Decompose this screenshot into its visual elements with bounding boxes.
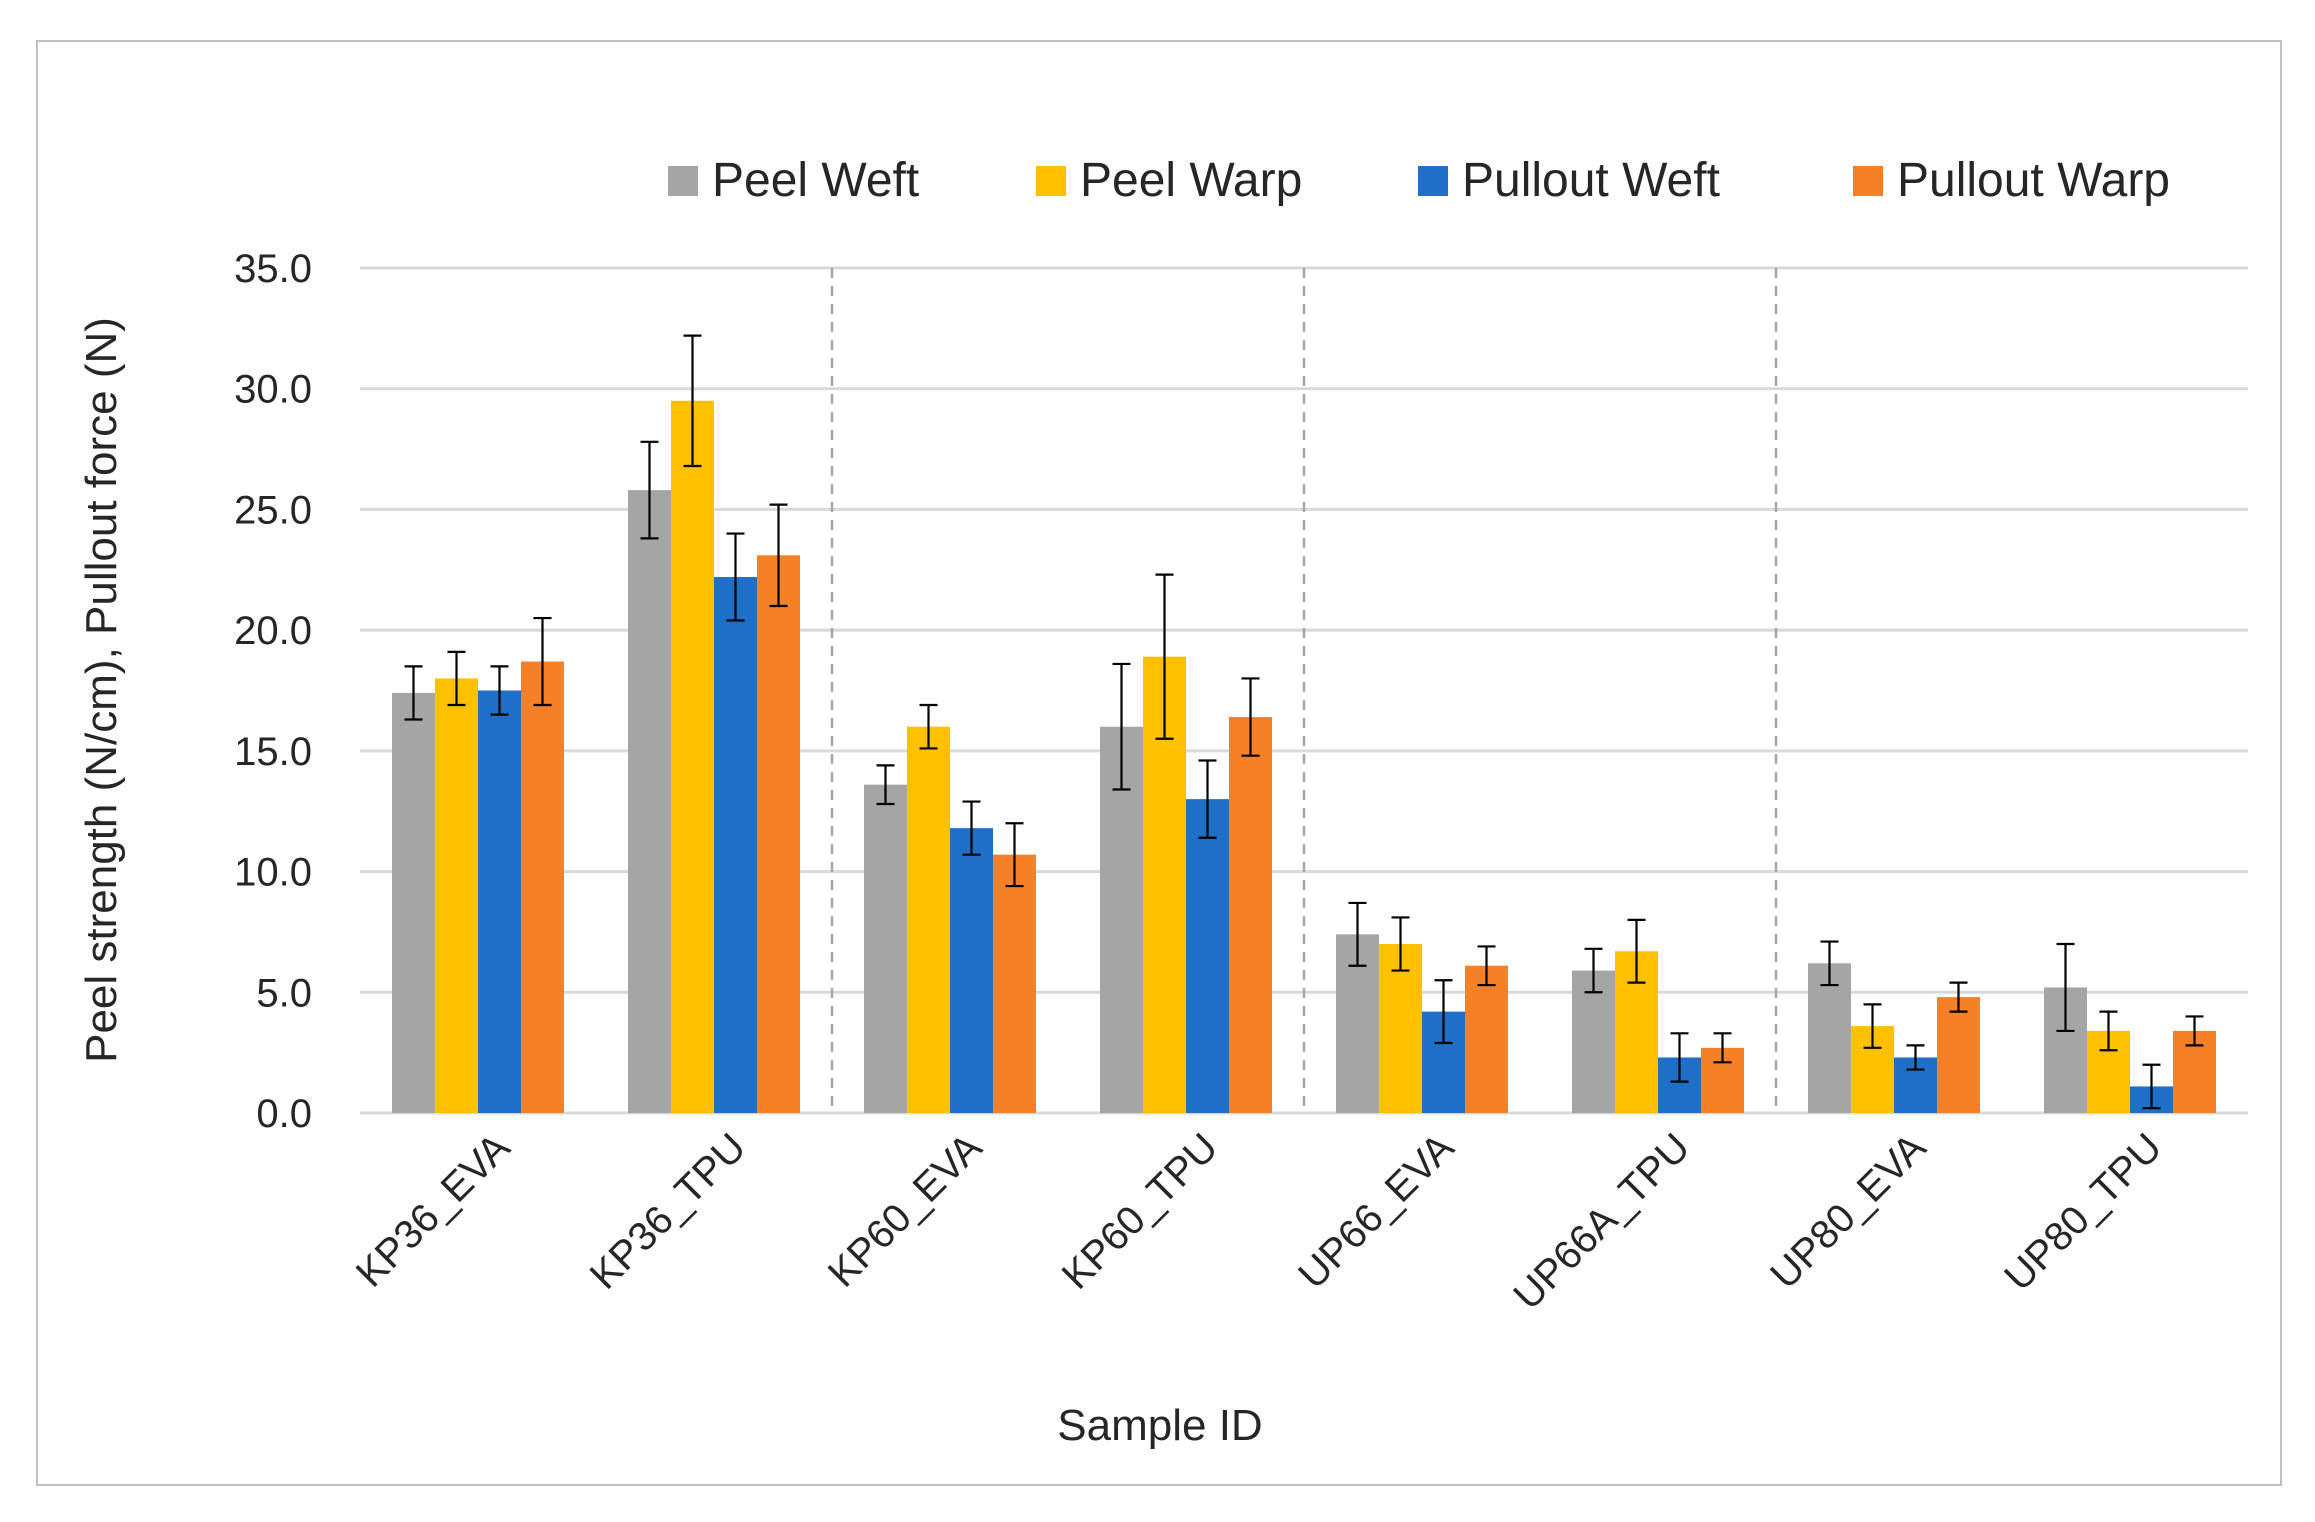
error-bar	[683, 334, 702, 468]
bar-pullout-weft	[1186, 799, 1229, 1113]
bar-peel-weft	[628, 490, 671, 1114]
legend-label: Peel Weft	[712, 154, 919, 207]
x-tick-label: UP66_EVA	[1290, 1125, 1462, 1297]
error-bar	[1434, 979, 1453, 1045]
legend: Peel Weft Peel Warp Pullout Weft Pullout Wa…	[668, 154, 2170, 207]
legend-swatch	[1036, 166, 1066, 196]
x-tick-label: KP36_TPU	[582, 1125, 755, 1298]
bar-pullout-warp	[1465, 965, 1508, 1113]
error-bar	[1241, 677, 1260, 757]
y-tick-label: 25.0	[234, 488, 312, 532]
error-bar	[1863, 1003, 1882, 1049]
y-axis-title: Peel strength (N/cm), Pullout force (N)	[77, 317, 126, 1063]
legend-item: Peel Weft	[668, 154, 919, 207]
bar-pullout-weft	[714, 577, 757, 1113]
error-bar	[1949, 981, 1968, 1013]
legend-item: Pullout Warp	[1853, 154, 2170, 207]
error-bar	[1820, 940, 1839, 987]
error-bar	[919, 703, 938, 750]
y-tick-label: 5.0	[256, 971, 312, 1015]
x-axis-title: Sample ID	[1057, 1401, 1262, 1450]
bar-pullout-weft	[950, 828, 993, 1113]
y-tick-label: 15.0	[234, 730, 312, 774]
bar-peel-warp	[671, 400, 714, 1113]
error-bar	[1627, 918, 1646, 984]
error-bar	[1198, 759, 1217, 839]
legend-item: Peel Warp	[1036, 154, 1302, 207]
legend-swatch	[1853, 166, 1883, 196]
bar-peel-weft	[864, 784, 907, 1113]
error-bar	[2142, 1063, 2161, 1110]
x-tick-label: UP80_EVA	[1762, 1125, 1934, 1297]
legend-label: Pullout Warp	[1897, 154, 2170, 207]
error-bar	[726, 532, 745, 622]
legend-swatch	[1418, 166, 1448, 196]
error-bar	[1477, 945, 1496, 987]
error-bar	[1348, 901, 1367, 967]
error-bar	[1391, 916, 1410, 972]
y-tick-label: 30.0	[234, 368, 312, 412]
error-bar	[1906, 1044, 1925, 1071]
y-tick-label: 0.0	[256, 1092, 312, 1136]
y-tick-labels: 0.0 5.0 10.0 15.0 20.0 25.0 30.0 35.0	[234, 247, 312, 1136]
error-bar	[962, 800, 981, 856]
error-bars	[404, 334, 2204, 1110]
x-tick-label: UP66A_TPU	[1505, 1125, 1698, 1318]
error-bar	[1005, 822, 1024, 888]
y-tick-label: 10.0	[234, 851, 312, 895]
bar-pullout-weft	[478, 690, 521, 1113]
group-separators	[830, 268, 1778, 1113]
error-bar	[2185, 1015, 2204, 1047]
error-bar	[1112, 662, 1131, 791]
bar-peel-weft	[1808, 963, 1851, 1113]
x-tick-label: KP60_TPU	[1054, 1125, 1227, 1298]
bar-peel-weft	[392, 692, 435, 1113]
y-tick-label: 20.0	[234, 609, 312, 653]
legend-item: Pullout Weft	[1418, 154, 1720, 207]
error-bar	[1713, 1032, 1732, 1064]
bar-peel-warp	[435, 678, 478, 1113]
x-tick-label: UP80_TPU	[1996, 1125, 2170, 1299]
legend-swatch	[668, 166, 698, 196]
error-bar	[2056, 942, 2075, 1033]
y-tick-label: 35.0	[234, 247, 312, 291]
legend-label: Pullout Weft	[1462, 154, 1720, 207]
error-bar	[1155, 573, 1174, 740]
error-bar	[1584, 947, 1603, 994]
error-bar	[490, 665, 509, 716]
x-tick-labels: KP36_EVA KP36_TPU KP60_EVA KP60_TPU UP66_EVA…	[348, 1125, 2171, 1318]
bar-pullout-warp	[1229, 717, 1272, 1113]
bar-peel-warp	[907, 726, 950, 1113]
error-bar	[1670, 1032, 1689, 1083]
bars	[392, 400, 2216, 1114]
legend-label: Peel Warp	[1080, 154, 1302, 207]
error-bar	[404, 665, 423, 721]
error-bar	[640, 440, 659, 540]
error-bar	[769, 503, 788, 608]
bar-peel-warp	[1379, 944, 1422, 1113]
bar-pullout-warp	[521, 661, 564, 1113]
x-tick-label: KP36_EVA	[348, 1125, 519, 1296]
error-bar	[2099, 1010, 2118, 1052]
bar-peel-weft	[1100, 726, 1143, 1113]
x-tick-label: KP60_EVA	[820, 1125, 991, 1296]
bar-pullout-warp	[993, 854, 1036, 1113]
error-bar	[447, 650, 466, 707]
error-bar	[876, 764, 895, 806]
bar-peel-weft	[1572, 970, 1615, 1113]
error-bar	[533, 616, 552, 707]
bar-pullout-warp	[1937, 997, 1980, 1113]
bar-pullout-warp	[757, 555, 800, 1113]
